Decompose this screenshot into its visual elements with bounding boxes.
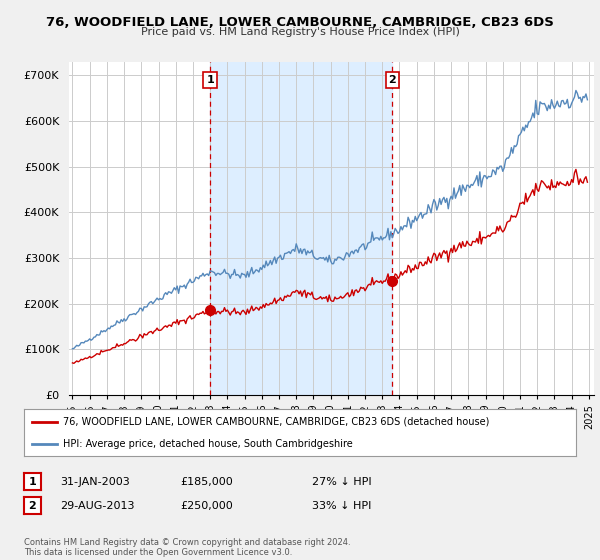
Text: 76, WOODFIELD LANE, LOWER CAMBOURNE, CAMBRIDGE, CB23 6DS (detached house): 76, WOODFIELD LANE, LOWER CAMBOURNE, CAM… — [62, 417, 489, 427]
Bar — [210, 62, 392, 395]
Text: 2: 2 — [388, 75, 396, 85]
Text: Price paid vs. HM Land Registry's House Price Index (HPI): Price paid vs. HM Land Registry's House … — [140, 27, 460, 37]
Text: Contains HM Land Registry data © Crown copyright and database right 2024.
This d: Contains HM Land Registry data © Crown c… — [24, 538, 350, 557]
Text: HPI: Average price, detached house, South Cambridgeshire: HPI: Average price, detached house, Sout… — [62, 438, 352, 449]
Text: £250,000: £250,000 — [180, 501, 233, 511]
Text: 2: 2 — [29, 501, 36, 511]
Text: 27% ↓ HPI: 27% ↓ HPI — [312, 477, 371, 487]
Text: 1: 1 — [29, 477, 36, 487]
Text: £185,000: £185,000 — [180, 477, 233, 487]
Text: 1: 1 — [206, 75, 214, 85]
Text: 76, WOODFIELD LANE, LOWER CAMBOURNE, CAMBRIDGE, CB23 6DS: 76, WOODFIELD LANE, LOWER CAMBOURNE, CAM… — [46, 16, 554, 29]
Text: 29-AUG-2013: 29-AUG-2013 — [60, 501, 134, 511]
Text: 33% ↓ HPI: 33% ↓ HPI — [312, 501, 371, 511]
Text: 31-JAN-2003: 31-JAN-2003 — [60, 477, 130, 487]
